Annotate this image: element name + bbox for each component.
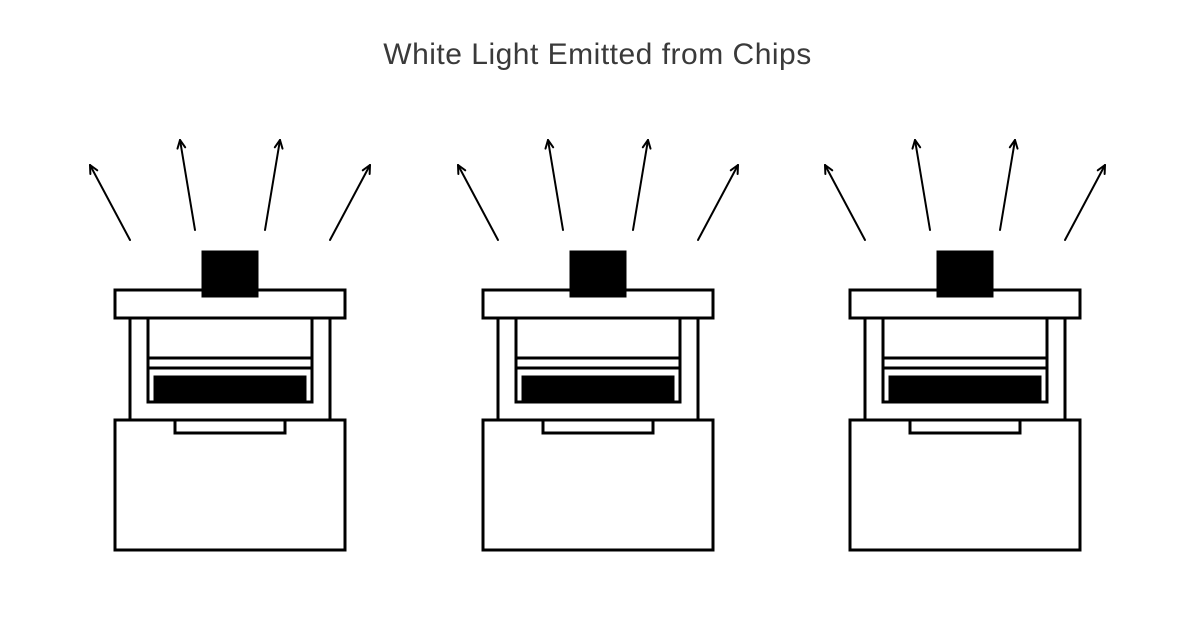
chip-body — [850, 252, 1080, 550]
chip-diagram — [428, 120, 768, 580]
chip-body — [483, 252, 713, 550]
bottom-pad — [543, 420, 653, 433]
substrate — [115, 420, 345, 550]
light-arrows — [825, 140, 1105, 240]
bottom-pad — [175, 420, 285, 433]
light-arrows — [458, 140, 738, 240]
light-arrows — [90, 140, 370, 240]
top-contact — [203, 252, 257, 296]
chip-diagram — [795, 120, 1135, 580]
chips-row — [60, 120, 1135, 580]
top-contact — [938, 252, 992, 296]
chip-diagram — [60, 120, 400, 580]
diagram-title: White Light Emitted from Chips — [0, 38, 1195, 72]
bottom-pad — [910, 420, 1020, 433]
chip-2 — [428, 120, 768, 580]
substrate — [850, 420, 1080, 550]
chip-1 — [60, 120, 400, 580]
chip-3 — [795, 120, 1135, 580]
chip-body — [115, 252, 345, 550]
active-layer-bar — [523, 377, 673, 399]
top-contact — [571, 252, 625, 296]
active-layer-bar — [890, 377, 1040, 399]
substrate — [483, 420, 713, 550]
active-layer-bar — [155, 377, 305, 399]
